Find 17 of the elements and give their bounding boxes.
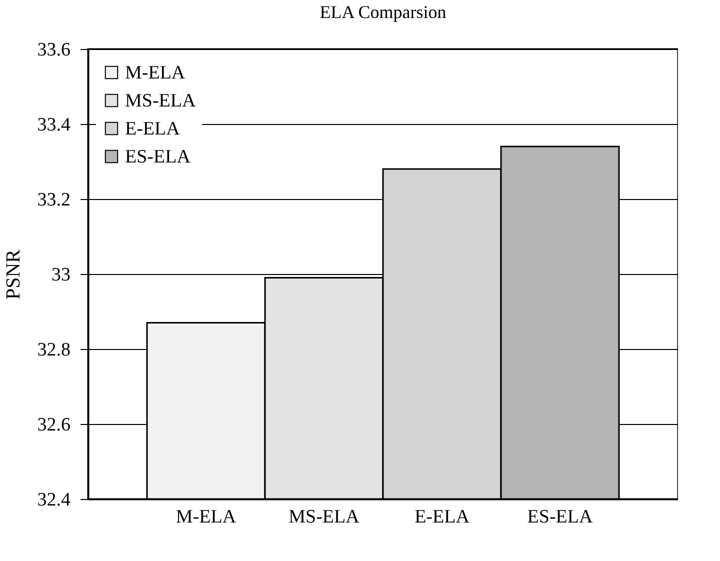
legend-label: M-ELA xyxy=(125,62,186,84)
y-axis-title: PSNR xyxy=(2,248,24,300)
y-tick-label: 32.8 xyxy=(37,340,70,360)
x-tick-label: ES-ELA xyxy=(527,506,593,528)
y-tick-label: 33.4 xyxy=(37,114,71,136)
legend-label: MS-ELA xyxy=(125,90,196,112)
x-tick-label: MS-ELA xyxy=(288,506,360,528)
legend-label: E-ELA xyxy=(125,118,180,140)
x-tick-label: M-ELA xyxy=(176,506,236,528)
y-tick-label: 32.4 xyxy=(37,490,71,510)
x-tick-label: E-ELA xyxy=(414,506,470,528)
legend-label: ES-ELA xyxy=(125,146,191,168)
y-tick-label: 32.6 xyxy=(37,414,70,436)
chart-title: ELA Comparsion xyxy=(320,2,446,22)
y-tick-label: 33 xyxy=(52,264,70,286)
y-tick-label: 33.6 xyxy=(37,40,70,60)
y-tick-label: 33.2 xyxy=(37,190,70,210)
